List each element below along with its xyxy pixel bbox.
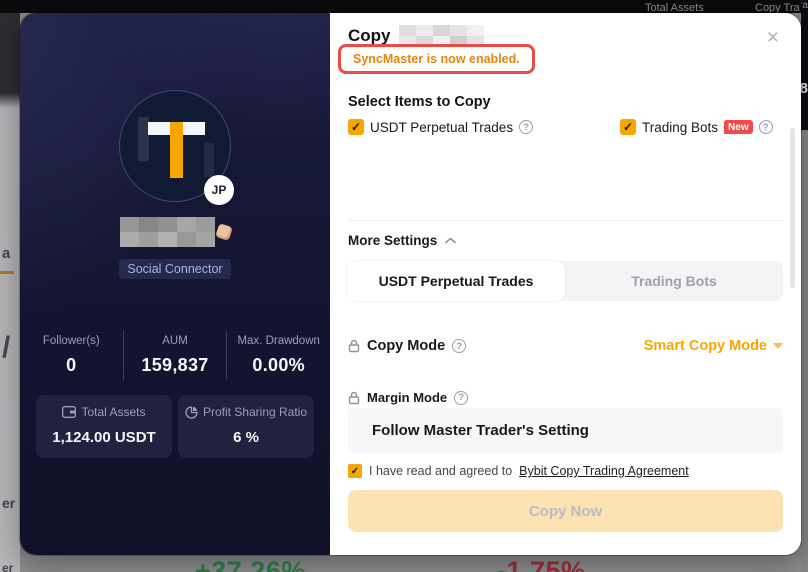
avatar-t-logo-stem [170, 122, 183, 178]
more-settings-toggle[interactable]: More Settings [348, 233, 457, 248]
background-bottom-strip: +37.26% -1.75% [20, 555, 801, 572]
copy-mode-value: Smart Copy Mode [643, 338, 767, 354]
stat-label: Follower(s) [42, 335, 100, 347]
settings-tabs: USDT Perpetual Trades Trading Bots [347, 261, 783, 301]
background-total-assets-label: Total Assets [645, 2, 704, 13]
help-icon[interactable] [519, 120, 534, 134]
copy-trading-modal: JP Social Connector Follower(s) 0 AUM 15… [20, 13, 801, 555]
background-roi-positive: +37.26% [195, 556, 306, 572]
lock-icon [348, 339, 360, 353]
select-items-heading: Select Items to Copy [348, 94, 491, 110]
wallet-icon [62, 406, 77, 418]
profit-sharing-card: Profit Sharing Ratio 6 % [178, 395, 314, 458]
close-icon[interactable]: × [766, 26, 779, 49]
trader-name-blurred [119, 217, 215, 247]
pie-chart-icon [185, 405, 198, 419]
copy-mode-label: Copy Mode [367, 338, 446, 354]
copy-settings-panel: Copy × SyncMaster is now enabled. Select… [330, 13, 801, 555]
stat-value: 0 [66, 355, 77, 375]
agreement-checkbox-checked[interactable] [348, 464, 362, 478]
agreement-row: I have read and agreed to Bybit Copy Tra… [348, 464, 689, 478]
background-copy-trading-label: Copy Tra [755, 2, 800, 13]
stat-followers: Follower(s) 0 [20, 331, 123, 380]
background-number-fragment: 8 [801, 80, 808, 97]
agreement-link[interactable]: Bybit Copy Trading Agreement [519, 464, 689, 478]
checkbox-trading-bots[interactable]: Trading Bots New [620, 119, 773, 135]
background-text-fragment: er [2, 561, 14, 572]
trader-name-blurred [398, 25, 484, 47]
caret-down-icon [773, 343, 783, 349]
card-value: 1,124.00 USDT [52, 429, 156, 446]
more-settings-label: More Settings [348, 233, 438, 248]
background-right-panel: ra 8 [801, 0, 808, 130]
background-text-fragment: ra [801, 0, 808, 11]
trader-stats: Follower(s) 0 AUM 159,837 Max. Drawdown … [20, 331, 330, 380]
help-icon[interactable] [454, 390, 469, 405]
stat-value: 0.00% [252, 355, 305, 375]
chevron-up-icon [445, 237, 457, 244]
background-roi-negative: -1.75% [497, 556, 586, 572]
card-value: 6 % [233, 429, 259, 446]
trader-avatar: JP [119, 90, 234, 205]
stat-label: Max. Drawdown [237, 335, 320, 347]
fist-emoji-icon [214, 223, 233, 241]
checkbox-checked-icon[interactable] [348, 119, 364, 135]
copy-now-button[interactable]: Copy Now [348, 490, 783, 532]
stat-label: AUM [162, 335, 188, 347]
background-left-edge: a / er er [0, 13, 20, 572]
help-icon[interactable] [758, 120, 773, 134]
section-divider [348, 220, 783, 221]
country-badge: JP [204, 175, 234, 205]
card-label: Profit Sharing Ratio [202, 405, 308, 419]
margin-mode-label: Margin Mode [367, 390, 448, 405]
trader-summary-panel: JP Social Connector Follower(s) 0 AUM 15… [20, 13, 330, 555]
background-right-edge: ra 8 [801, 0, 808, 572]
avatar-decoration [204, 143, 214, 177]
trader-asset-cards: Total Assets 1,124.00 USDT Profit Sharin… [36, 395, 314, 458]
syncmaster-toast: SyncMaster is now enabled. [338, 44, 535, 74]
stat-value: 159,837 [141, 355, 209, 375]
checkbox-label: USDT Perpetual Trades [370, 119, 514, 135]
new-badge: New [724, 120, 753, 134]
agreement-text: I have read and agreed to [369, 464, 513, 478]
background-page-header: Total Assets Copy Tra [0, 0, 808, 13]
help-icon[interactable] [452, 339, 467, 353]
background-text-fragment: a [2, 245, 11, 262]
checkbox-label: Trading Bots [642, 119, 719, 135]
card-label: Total Assets [81, 405, 146, 419]
tab-usdt-perpetual-trades[interactable]: USDT Perpetual Trades [347, 261, 565, 301]
avatar-decoration [138, 117, 149, 161]
checkbox-usdt-perpetual[interactable]: USDT Perpetual Trades [348, 119, 534, 135]
copy-mode-row: Copy Mode Smart Copy Mode [348, 338, 783, 354]
background-orange-divider [0, 271, 14, 274]
lock-icon [348, 391, 360, 405]
modal-title: Copy [348, 26, 391, 45]
stat-aum: AUM 159,837 [122, 331, 227, 380]
modal-scrollbar-thumb[interactable] [790, 128, 795, 288]
tab-trading-bots[interactable]: Trading Bots [631, 273, 717, 289]
checkbox-checked-icon[interactable] [620, 119, 636, 135]
total-assets-card: Total Assets 1,124.00 USDT [36, 395, 172, 458]
copy-mode-select[interactable]: Smart Copy Mode [644, 338, 783, 354]
background-text-fragment: er [2, 495, 16, 511]
social-connector-tag: Social Connector [119, 259, 231, 279]
stat-max-drawdown: Max. Drawdown 0.00% [226, 331, 330, 380]
margin-mode-row: Margin Mode [348, 390, 469, 405]
margin-mode-field[interactable]: Follow Master Trader's Setting [348, 408, 783, 453]
background-text-fragment: / [2, 331, 11, 364]
trader-name-row [20, 217, 330, 247]
